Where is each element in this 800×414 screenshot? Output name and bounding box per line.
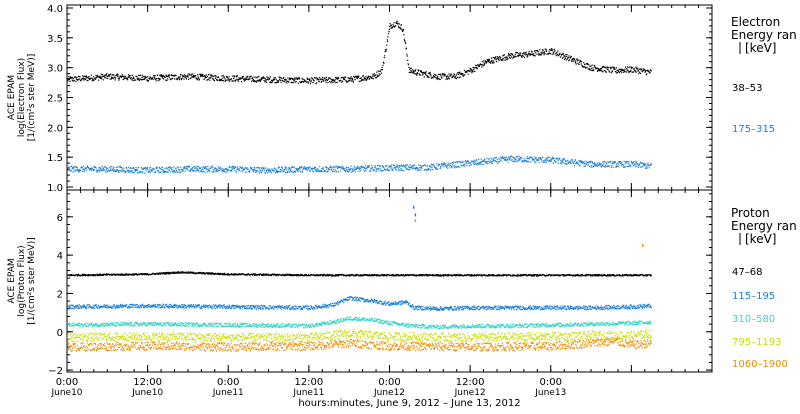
y-axis-label: [1/(cm²s ster MeV)] (27, 237, 37, 324)
x-tick-label: 12:00 (294, 377, 323, 388)
legend-title: Proton (731, 206, 770, 220)
legend-item: 38–53 (732, 83, 762, 94)
series-points-1-2 (67, 155, 652, 174)
legend-title: [keV] (745, 41, 776, 55)
x-tick-label: June10 (131, 388, 163, 398)
legend-item: 1060–1900 (732, 359, 788, 370)
x-tick-label: 12:00 (133, 377, 162, 388)
legend-item: 175–315 (732, 124, 775, 135)
x-tick-label: June11 (212, 388, 244, 398)
y-tick-label: 3.0 (47, 64, 63, 75)
y-tick-label: 3.5 (47, 34, 63, 45)
legend-item: 795–1193 (732, 337, 782, 348)
x-tick-label: June12 (373, 388, 405, 398)
legend-title: Electron (731, 15, 780, 29)
y-tick-label: 6 (57, 213, 63, 224)
x-axis-label: hours:minutes, June 9, 2012 – June 13, 2… (298, 398, 520, 409)
x-tick-label: June11 (292, 388, 324, 398)
spike-point (413, 205, 415, 209)
x-tick-label: 0:00 (217, 377, 239, 388)
legend-title: Energy ran (731, 219, 797, 233)
series-points-2-1 (67, 271, 652, 277)
series-points-2-5 (67, 337, 652, 352)
y-tick-label: 2.0 (47, 123, 63, 134)
x-tick-label: 12:00 (456, 377, 485, 388)
legend-item: 115–195 (732, 291, 775, 302)
legend-title: Energy ran (731, 28, 797, 42)
x-tick-label: June12 (454, 388, 486, 398)
series-points-2-3 (67, 316, 652, 330)
legend-item: 47–68 (732, 267, 762, 278)
y-tick-label: 4 (57, 251, 63, 262)
y-tick-label: 4.0 (47, 4, 63, 15)
y-axis-label: log(Electron Flux) (17, 58, 27, 137)
y-tick-label: 2 (57, 289, 63, 300)
y-tick-label: −2 (48, 366, 63, 377)
spike-point (414, 219, 417, 223)
x-tick-label: 0:00 (540, 377, 562, 388)
x-tick-label: June13 (534, 388, 566, 398)
series-points-1-1 (67, 20, 652, 85)
y-tick-label: 2.5 (47, 94, 63, 105)
spike-point (414, 213, 417, 217)
y-axis-label: ACE EPAM (7, 75, 17, 120)
y-tick-label: 0 (57, 328, 63, 339)
x-tick-label: June10 (50, 388, 82, 398)
legend-title: [keV] (745, 232, 776, 246)
y-tick-label: 1.0 (47, 183, 63, 194)
x-tick-label: 0:00 (56, 377, 78, 388)
legend-item: 310–580 (732, 314, 775, 325)
y-axis-label: ACE EPAM (7, 258, 17, 303)
x-tick-label: 0:00 (378, 377, 400, 388)
spike-point (642, 244, 644, 248)
series-points-2-4 (67, 329, 652, 343)
y-axis-label: [1/(cm²s ster MeV)] (27, 54, 37, 141)
y-tick-label: 1.5 (47, 153, 63, 164)
series-points-2-2 (67, 296, 652, 312)
y-axis-label: log(Proton Flux) (17, 245, 27, 316)
